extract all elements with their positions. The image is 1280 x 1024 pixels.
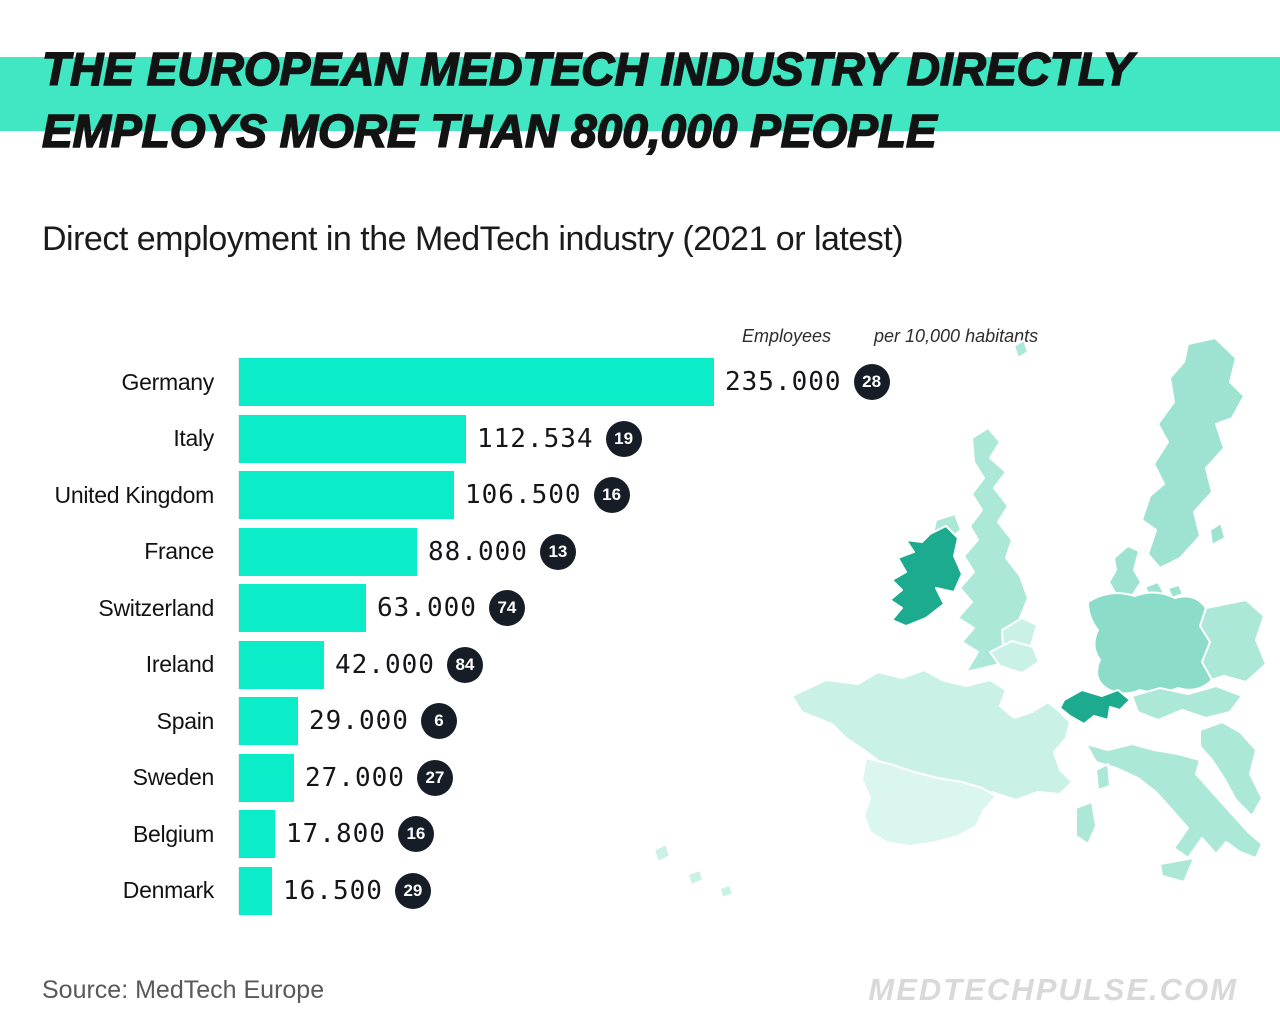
country-label: Spain [156,707,215,734]
employees-value: 29.000 [309,706,409,736]
employees-value: 16.500 [283,875,383,906]
employees-value: 17.800 [286,819,386,849]
country-label: Sweden [132,764,215,790]
chart-row: Ireland 42.000 84 [42,640,942,689]
country-label: Ireland [145,651,215,677]
per-10000-habitants-badge: 84 [446,646,483,683]
per-10000-habitants-badge: 16 [397,816,434,852]
map-country-denmark [1108,545,1142,599]
bar-zone: 63.000 74 [238,584,942,632]
map-country-austria [1131,685,1243,721]
map-country-sardinia [1075,801,1097,845]
map-country-corsica [1095,763,1111,791]
map-country-gotland [1209,522,1226,546]
bar-zone: 29.000 6 [238,697,942,745]
employees-value: 235.000 [725,367,842,397]
title-highlight-band [0,57,1280,131]
map-country-sweden [1141,337,1245,569]
map-country-balkans [1199,721,1263,817]
map-country-sicily [1159,857,1195,883]
bar-zone: 88.000 13 [238,527,942,576]
per-10000-habitants-badge: 6 [420,703,457,739]
chart-row: United Kingdom 106.500 16 [42,471,942,519]
column-header-per-habitants: per 10,000 habitants [874,326,1039,346]
country-label: Germany [121,368,215,395]
per-10000-habitants-badge: 16 [593,477,630,513]
employees-value: 63.000 [377,593,477,623]
country-label: France [144,538,214,564]
employees-value: 27.000 [305,762,405,793]
page-title-line2: EMPLOYS MORE THAN 800,000 PEOPLE [41,105,937,157]
per-10000-habitants-badge: 29 [394,872,431,909]
column-header-employees: Employees [742,326,832,346]
bar-zone: 106.500 16 [238,471,942,519]
brand-watermark: MEDTECHPULSE.COM [868,972,1238,1007]
map-country-atlantic-islands [653,843,734,899]
source-credit: Source: MedTech Europe [42,976,325,1004]
employment-bar [239,753,294,802]
employment-bar [239,640,324,689]
chart-row: Denmark 16.500 29 [42,866,942,915]
bar-zone: 17.800 16 [238,810,942,858]
per-10000-habitants-badge: 13 [539,533,576,570]
bar-chart: Germany 235.000 28 Italy 112.534 19 Unit… [42,358,942,923]
employment-bar [239,697,298,745]
chart-row: Italy 112.534 19 [42,414,942,463]
country-label: Belgium [133,820,214,847]
employees-value: 42.000 [335,649,435,680]
map-country-shetland [1013,339,1029,359]
chart-title: Direct employment in the MedTech industr… [42,220,904,258]
per-10000-habitants-badge: 27 [416,759,453,796]
chart-row: Belgium 17.800 16 [42,810,942,858]
map-country-germany [1087,591,1213,695]
employees-value: 88.000 [428,536,528,567]
employment-bar [239,471,454,519]
bar-zone: 112.534 19 [238,414,942,463]
page-title-line1: THE EUROPEAN MEDTECH INDUSTRY DIRECTLY [41,43,1134,95]
bar-zone: 235.000 28 [238,358,942,406]
chart-row: Germany 235.000 28 [42,358,942,406]
country-label: Denmark [122,877,215,903]
per-10000-habitants-badge: 74 [488,590,525,626]
employees-value: 106.500 [465,480,582,510]
chart-row: France 88.000 13 [42,527,942,576]
map-country-switzerland [1059,689,1131,725]
employment-bar [239,584,366,632]
chart-row: Sweden 27.000 27 [42,753,942,802]
employment-bar [239,866,272,915]
employment-bar [239,810,275,858]
map-country-belgium [989,640,1040,674]
europe-map [653,337,1267,899]
per-10000-habitants-badge: 28 [853,364,890,400]
employment-bar [239,527,417,576]
map-country-italy [1085,743,1263,859]
bar-zone: 16.500 29 [238,866,942,915]
map-country-spain [861,757,997,847]
country-label: Italy [173,425,214,451]
employment-bar [239,358,714,406]
chart-row: Switzerland 63.000 74 [42,584,942,632]
employment-bar [239,414,466,463]
bar-zone: 27.000 27 [238,753,942,802]
per-10000-habitants-badge: 19 [605,420,642,457]
bar-zone: 42.000 84 [238,640,942,689]
country-label: United Kingdom [54,481,215,508]
map-country-ireland [889,525,963,627]
country-label: Switzerland [98,594,214,621]
map-country-poland-czech [1199,599,1267,683]
chart-row: Spain 29.000 6 [42,697,942,745]
employees-value: 112.534 [477,423,594,454]
map-country-united-kingdom [957,427,1033,673]
